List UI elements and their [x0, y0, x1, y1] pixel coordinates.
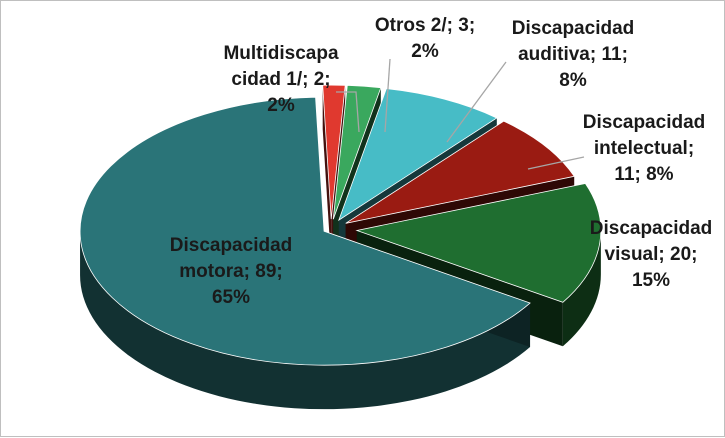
data-label-line: Discapacidad [512, 18, 635, 39]
data-label-line: auditiva; 11; [518, 44, 628, 65]
data-label-line: 65% [212, 287, 250, 308]
slice-otros-2 [332, 84, 382, 220]
leader-line-multidiscapacidad-1 [336, 91, 360, 133]
slice-discapacidad-motora [79, 96, 531, 366]
leader-line-discapacidad-auditiva [446, 61, 507, 143]
data-label-discapacidad-visual: Discapacidad visual; 20; 15% [590, 218, 713, 291]
data-label-discapacidad-auditiva: Discapacidad auditiva; 11; 8% [512, 18, 635, 91]
leader-line-discapacidad-intelectual [527, 156, 585, 170]
data-label-line: cidad 1/; 2; [231, 69, 330, 90]
data-label-discapacidad-intelectual: Discapacidad intelectual; 11; 8% [583, 112, 706, 185]
data-label-discapacidad-motora: Discapacidad motora; 89; 65% [170, 235, 293, 308]
leader-line-otros-2 [384, 58, 391, 133]
data-label-line: Otros 2/; 3; [375, 15, 475, 36]
data-label-line: Discapacidad [583, 112, 706, 133]
data-label-line: Multidiscapa [223, 43, 339, 64]
data-label-line: Discapacidad [590, 218, 713, 239]
data-label-otros-2: Otros 2/; 3; 2% [375, 15, 475, 62]
slice-discapacidad-visual [355, 183, 602, 303]
data-label-multidiscapacidad-1: Multidiscapa cidad 1/; 2; 2% [223, 43, 339, 116]
slice-discapacidad-auditiva [338, 88, 498, 222]
data-label-line: 8% [559, 70, 587, 91]
data-label-line: 11; 8% [614, 164, 673, 185]
slice-discapacidad-intelectual [345, 120, 575, 224]
data-label-line: intelectual; [594, 138, 694, 159]
data-label-line: motora; 89; [179, 261, 282, 282]
slice-cut-multidiscapacidad-1-0 [322, 85, 332, 264]
pie-tops [79, 84, 602, 366]
slice-multidiscapacidad-1 [322, 84, 346, 220]
data-label-line: Discapacidad [170, 235, 293, 256]
data-label-line: 2% [267, 95, 295, 116]
slice-side-discapacidad-visual [562, 230, 601, 347]
slice-side-discapacidad-motora [80, 231, 531, 410]
data-label-line: 15% [632, 270, 670, 291]
pie-labels: Multidiscapa cidad 1/; 2; 2% Otros 2/; 3; 2%… [170, 15, 713, 308]
data-label-line: 2% [411, 41, 439, 62]
data-label-line: visual; 20; [605, 244, 698, 265]
